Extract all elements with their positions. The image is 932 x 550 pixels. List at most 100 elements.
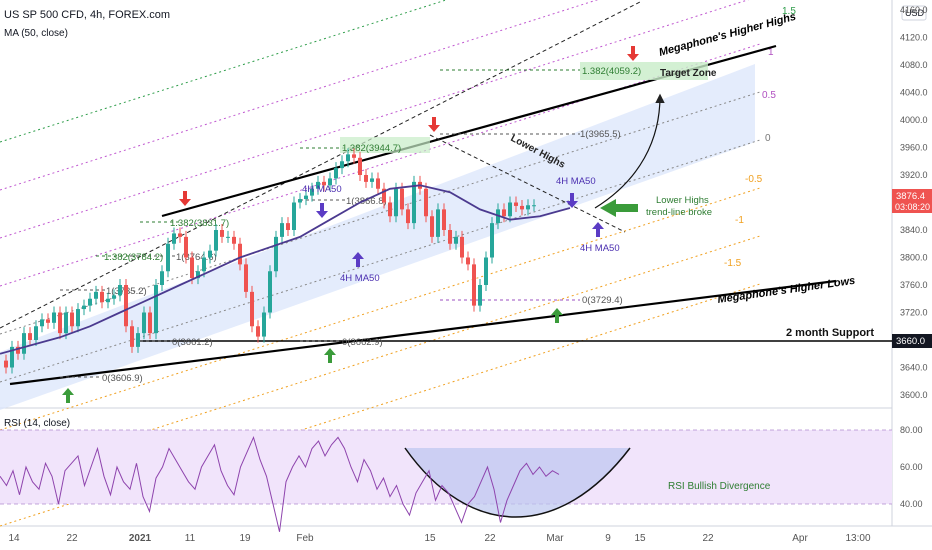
time-tick-label: Feb	[296, 533, 314, 544]
rsi-divergence-label: RSI Bullish Divergence	[668, 481, 771, 492]
price-candle	[238, 243, 242, 265]
price-candle	[118, 285, 122, 296]
level-neg-1-5: -1.5	[724, 258, 742, 269]
price-candle	[58, 312, 62, 334]
price-candle	[88, 298, 92, 306]
price-candle	[322, 181, 326, 186]
currency-badge[interactable]	[901, 5, 927, 21]
price-candle	[502, 209, 506, 217]
price-tick-label: 4000.0	[900, 115, 928, 125]
price-candle	[484, 257, 488, 285]
price-candle	[310, 188, 314, 196]
bar-countdown: 03:08:20	[895, 202, 930, 212]
price-candle	[448, 230, 452, 244]
rsi-tick-label: 60.00	[900, 462, 923, 472]
price-candle	[220, 230, 224, 237]
time-tick-label: 22	[702, 533, 714, 544]
price-candle	[148, 312, 152, 334]
price-candle	[358, 157, 362, 175]
price-candle	[52, 312, 56, 323]
price-candle	[106, 298, 110, 303]
price-candle	[460, 236, 464, 258]
price-candle	[292, 202, 296, 230]
fib-zone-1	[340, 137, 430, 153]
price-candle	[454, 236, 458, 244]
price-candle	[436, 209, 440, 237]
price-candle	[130, 326, 134, 347]
time-axis: 14 22 2021 11 19 Feb 15 22 Mar 9 15 22 Apr 13:00	[8, 533, 871, 544]
time-tick-label: Mar	[546, 533, 564, 544]
price-candle	[214, 230, 218, 251]
time-tick-label: Apr	[792, 533, 808, 544]
price-candle	[112, 295, 116, 299]
price-candle	[514, 202, 518, 206]
dashed-trend-line	[0, 1, 641, 329]
price-tick-label: 4080.0	[900, 60, 928, 70]
price-candle	[250, 291, 254, 327]
price-tick-label: 3720.0	[900, 308, 928, 318]
price-tick-label: 4120.0	[900, 33, 928, 43]
current-price-badge	[892, 189, 932, 213]
green-up-arrow	[324, 348, 336, 363]
price-candle	[46, 319, 50, 323]
level-neg-0-5: -0.5	[745, 174, 763, 185]
price-candle	[466, 257, 470, 265]
time-tick-label: 14	[8, 533, 20, 544]
lower-highs-line	[429, 134, 626, 233]
price-candle	[304, 195, 308, 200]
time-tick-label: 13:00	[845, 533, 870, 544]
price-candle	[202, 257, 206, 272]
price-candle	[76, 309, 80, 327]
ma-label-2: 4H MA50	[340, 273, 380, 284]
price-tick-label: 3800.0	[900, 253, 928, 263]
level-1-5: 1.5	[782, 6, 796, 17]
red-down-arrow	[179, 191, 191, 206]
rsi-line	[0, 435, 560, 532]
time-tick-label: 15	[424, 533, 436, 544]
symbol-title: US SP 500 CFD, 4h, FOREX.com	[4, 9, 170, 21]
price-candle	[100, 291, 104, 303]
fib-label-4059: 1.382(4059.2)	[582, 66, 641, 77]
price-candle	[376, 178, 380, 189]
ma-indicator-label: MA (50, close)	[4, 28, 68, 39]
fib-label-3831: 1.382(3831.7)	[170, 218, 229, 229]
price-candle	[40, 319, 44, 327]
rsi-axis: 80.00 60.00 40.00	[900, 425, 923, 509]
price-candle	[442, 209, 446, 230]
price-candle	[532, 205, 536, 207]
price-candle	[340, 161, 344, 169]
time-tick-label: 9	[605, 533, 611, 544]
price-candle	[166, 243, 170, 272]
lower-highs-break-1: Lower Highs	[656, 195, 709, 206]
price-candle	[70, 312, 74, 327]
time-tick-label: 19	[239, 533, 251, 544]
fib-label-3662: 0(3662.9)	[342, 337, 383, 348]
price-candle	[262, 312, 266, 337]
level-0-5: 0.5	[762, 90, 776, 101]
price-candle	[22, 333, 26, 354]
fib-label-3661: 0(3661.2)	[172, 337, 213, 348]
price-candle	[154, 285, 158, 334]
price-candle	[160, 271, 164, 285]
price-candle	[490, 223, 494, 258]
price-candle	[334, 168, 338, 179]
price-candle	[178, 233, 182, 237]
green-up-arrow	[551, 308, 563, 323]
price-candle	[394, 188, 398, 217]
price-candle	[406, 209, 410, 224]
ma-down-arrow	[316, 203, 328, 218]
price-candle	[316, 181, 320, 189]
price-candle	[226, 236, 230, 238]
price-candle	[274, 236, 278, 272]
price-candle	[382, 188, 386, 203]
fib-label-3965: 1(3965.5)	[580, 129, 621, 140]
megaphone-low-line	[9, 279, 837, 386]
price-candle	[472, 264, 476, 306]
fib-label-3606: 0(3606.9)	[102, 373, 143, 384]
red-down-arrow	[627, 46, 639, 61]
fib-label-3729: 0(3729.4)	[582, 295, 623, 306]
rsi-tick-label: 40.00	[900, 499, 923, 509]
channel-level-labels: 1.5 1 0.5 0 -0.5 -1 -1.5	[724, 6, 796, 269]
ma-up-arrow	[352, 252, 364, 267]
